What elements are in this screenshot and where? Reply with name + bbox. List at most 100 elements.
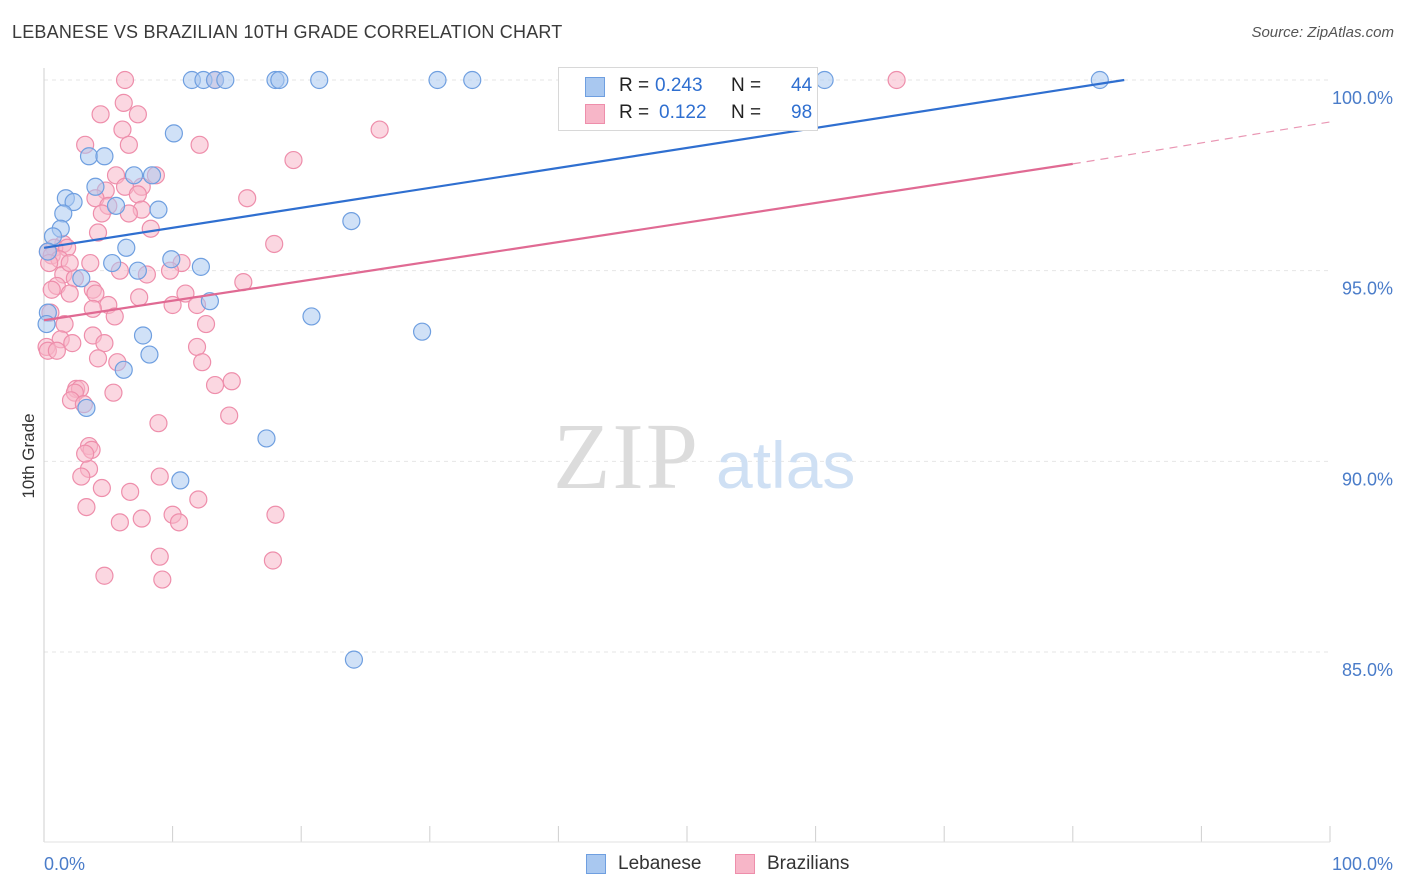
- watermark-atlas: atlas: [716, 428, 855, 502]
- lebanese-point: [1090, 70, 1109, 90]
- brazilian-point: [115, 70, 135, 90]
- brazilian-point: [266, 505, 285, 524]
- series-brazilians: [37, 70, 906, 589]
- lebanese-point: [43, 227, 63, 246]
- lebanese-swatch: [585, 77, 605, 97]
- lebanese-point: [257, 429, 276, 448]
- lebanese-point: [171, 471, 190, 490]
- grid-layer: [44, 79, 1330, 653]
- lebanese-point: [344, 650, 364, 669]
- lebanese-point: [164, 124, 183, 143]
- brazilian-point: [222, 372, 241, 391]
- brazilian-point: [104, 383, 123, 402]
- lebanese-point: [72, 269, 91, 288]
- lebanese-n-label: N =: [731, 75, 762, 96]
- brazilian-point: [77, 497, 96, 517]
- brazilian-n-value: 98: [791, 102, 813, 123]
- lebanese-point: [128, 261, 147, 280]
- lebanese-point: [77, 398, 96, 418]
- brazilian-point: [47, 341, 66, 360]
- brazilian-point: [128, 185, 147, 204]
- brazilian-point: [132, 509, 151, 528]
- brazilian-swatch: [585, 104, 605, 124]
- brazilian-point: [238, 189, 257, 208]
- brazilian-point: [189, 490, 208, 509]
- series-lebanese: [37, 70, 1109, 669]
- lebanese-trend-line: [43, 78, 1125, 249]
- lebanese-point: [95, 147, 114, 166]
- lebanese-point: [815, 70, 834, 90]
- brazilian-point: [196, 314, 216, 334]
- y-tick-label: 85.0%: [1342, 660, 1393, 680]
- brazilian-point: [284, 150, 303, 170]
- lebanese-point: [162, 250, 181, 269]
- lebanese-point: [79, 147, 99, 166]
- brazilian-point: [150, 547, 169, 566]
- lebanese-point: [117, 238, 136, 257]
- brazilian-point: [141, 219, 160, 238]
- brazilian-point: [187, 337, 207, 357]
- y-axis-label: 10th Grade: [19, 413, 38, 498]
- lebanese-point: [54, 204, 73, 223]
- lebanese-point: [103, 253, 122, 273]
- lebanese-point: [428, 70, 447, 90]
- trend-layer: [43, 78, 1331, 322]
- lebanese-point: [140, 345, 159, 364]
- brazilian-legend-label: Brazilians: [767, 853, 850, 874]
- brazilian-point: [205, 375, 225, 395]
- brazilian-point: [63, 334, 82, 353]
- x-tick-min: 0.0%: [44, 854, 85, 874]
- chart-title: LEBANESE VS BRAZILIAN 10TH GRADE CORRELA…: [12, 22, 563, 42]
- brazilian-point: [110, 513, 129, 532]
- brazilian-point: [114, 93, 133, 112]
- brazilian-point: [76, 444, 95, 463]
- brazilian-r-label: R =: [619, 102, 650, 123]
- brazilian-point: [42, 280, 61, 299]
- lebanese-point: [200, 292, 219, 311]
- brazilian-r-value: 0.122: [659, 102, 707, 123]
- brazilian-point: [130, 288, 149, 307]
- lebanese-point: [310, 70, 329, 90]
- brazilian-point: [153, 570, 172, 589]
- lebanese-r-value: 0.243: [655, 75, 703, 96]
- brazilian-point: [263, 551, 283, 570]
- brazilian-point: [105, 307, 124, 326]
- brazilian-point: [265, 234, 284, 254]
- brazilian-point: [95, 334, 114, 353]
- lebanese-point: [412, 322, 432, 341]
- brazilian-point: [95, 566, 114, 585]
- lebanese-point: [216, 70, 235, 90]
- brazilian-point: [220, 406, 239, 425]
- lebanese-point: [270, 70, 289, 90]
- brazilian-point: [60, 253, 79, 273]
- brazilian-point: [88, 223, 108, 242]
- brazilian-point: [887, 70, 906, 90]
- brazilian-point: [91, 105, 110, 124]
- y-tick-label: 100.0%: [1332, 88, 1393, 108]
- brazilian-point: [193, 353, 212, 372]
- brazilian-point: [128, 105, 147, 124]
- brazilian-trend-line: [43, 162, 1073, 322]
- y-tick-label: 95.0%: [1342, 279, 1393, 299]
- brazilian-point: [60, 284, 79, 303]
- lebanese-r-label: R =: [619, 75, 650, 96]
- brazilian-trend-extension: [1072, 121, 1331, 165]
- y-tick-label: 90.0%: [1342, 469, 1393, 489]
- lebanese-point: [142, 166, 162, 185]
- brazilian-point: [113, 120, 132, 139]
- lebanese-point: [463, 70, 482, 90]
- brazilian-point: [88, 349, 108, 368]
- lebanese-point: [106, 196, 126, 215]
- lebanese-point: [149, 200, 168, 219]
- brazilian-point: [119, 135, 138, 154]
- brazilian-point: [92, 204, 111, 223]
- lebanese-point: [64, 192, 83, 212]
- brazilian-point: [81, 253, 100, 273]
- lebanese-point: [114, 360, 133, 379]
- x-tick-max: 100.0%: [1332, 854, 1393, 874]
- brazilian-point: [169, 513, 189, 532]
- lebanese-point: [191, 257, 210, 276]
- watermark-zip: ZIP: [553, 405, 700, 509]
- lebanese-point: [86, 177, 105, 196]
